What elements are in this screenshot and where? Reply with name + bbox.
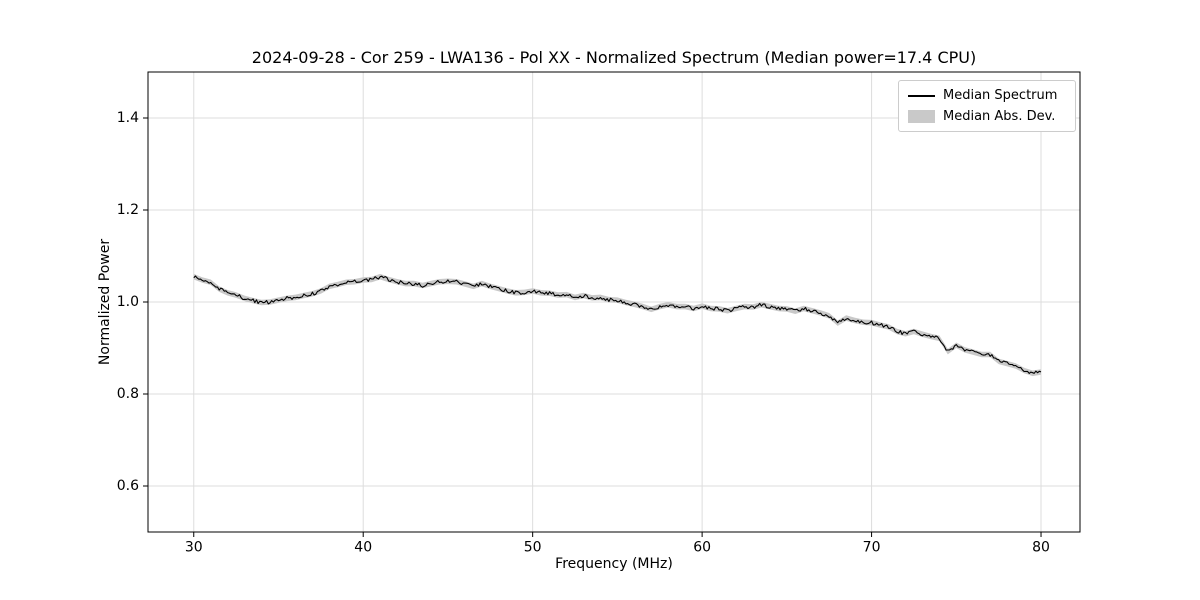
- patch-sample-icon: [908, 110, 935, 123]
- y-tick-label: 1.2: [117, 202, 139, 218]
- x-tick-label: 40: [354, 540, 372, 556]
- mad-band: [193, 273, 1042, 377]
- y-tick-label: 0.6: [117, 478, 139, 494]
- median-spectrum-line: [193, 275, 1042, 374]
- legend-entry-median-spectrum: Median Spectrum: [908, 88, 1066, 103]
- chart-title: 2024-09-28 - Cor 259 - LWA136 - Pol XX -…: [251, 48, 977, 67]
- y-tick-label: 1.0: [117, 294, 139, 310]
- y-tick-label: 0.8: [117, 386, 139, 402]
- x-tick-label: 50: [524, 540, 542, 556]
- legend-entry-median-abs-dev: Median Abs. Dev.: [908, 109, 1066, 124]
- x-axis-label: Frequency (MHz): [555, 556, 673, 572]
- x-tick-label: 60: [693, 540, 711, 556]
- x-tick-label: 70: [863, 540, 881, 556]
- legend-label: Median Spectrum: [943, 88, 1058, 103]
- legend-label: Median Abs. Dev.: [943, 109, 1056, 124]
- x-tick-label: 80: [1032, 540, 1050, 556]
- x-tick-label: 30: [185, 540, 203, 556]
- line-sample-icon: [908, 94, 935, 97]
- legend: Median Spectrum Median Abs. Dev.: [898, 80, 1076, 132]
- y-tick-label: 1.4: [117, 110, 139, 126]
